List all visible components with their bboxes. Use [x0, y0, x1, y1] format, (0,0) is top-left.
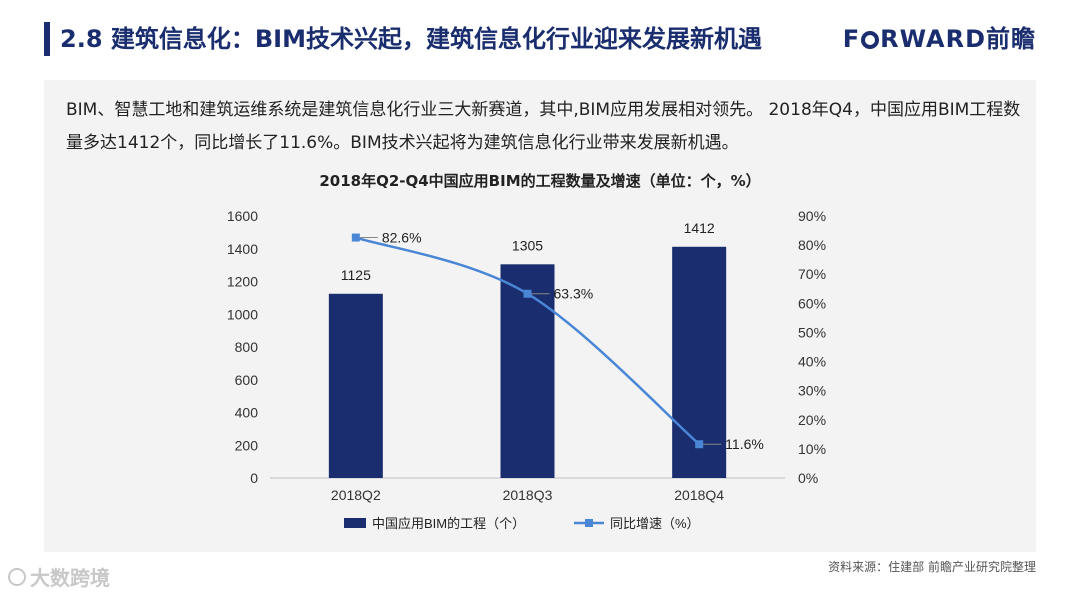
y-right-tick-label: 60% [798, 295, 826, 311]
y-right-tick-label: 20% [798, 412, 826, 428]
logo-text-start: F [842, 25, 861, 53]
bar-value-label: 1412 [684, 220, 715, 236]
legend-line-marker [585, 519, 593, 527]
chart-title: 2018年Q2-Q4中国应用BIM的工程数量及增速（单位：个，%） [319, 172, 761, 190]
bar-value-label: 1305 [512, 237, 543, 253]
y-right-tick-label: 40% [798, 354, 826, 370]
y-right-tick-label: 70% [798, 266, 826, 282]
legend-bar-swatch [344, 518, 366, 528]
watermark: 大数跨境 [8, 562, 110, 591]
y-right-tick-label: 30% [798, 383, 826, 399]
header: 2.8 建筑信息化：BIM技术兴起，建筑信息化行业迎来发展新机遇 F RWARD前… [0, 0, 1080, 78]
logo-text-end: RWARD前瞻 [880, 25, 1036, 53]
bar-value-label: 1125 [341, 267, 371, 283]
x-tick-label: 2018Q3 [503, 487, 553, 503]
bar [328, 293, 383, 478]
watermark-text: 大数跨境 [30, 566, 110, 590]
page-title: 2.8 建筑信息化：BIM技术兴起，建筑信息化行业迎来发展新机遇 [60, 25, 762, 53]
line-point [695, 440, 704, 449]
y-right-tick-label: 10% [798, 441, 826, 457]
y-left-tick-label: 1200 [227, 274, 258, 290]
line-value-label: 82.6% [382, 230, 422, 246]
y-left-tick-label: 600 [235, 372, 259, 388]
watermark-logo-icon [8, 568, 26, 586]
x-tick-label: 2018Q2 [331, 487, 381, 503]
y-right-tick-label: 80% [798, 237, 826, 253]
y-left-tick-label: 1400 [227, 241, 258, 257]
bar [672, 246, 727, 478]
y-left-tick-label: 800 [235, 339, 259, 355]
line-value-label: 11.6% [725, 436, 764, 452]
bar [500, 264, 555, 478]
y-left-tick-label: 1600 [227, 208, 258, 224]
y-left-tick-label: 400 [235, 405, 259, 421]
y-left-tick-label: 0 [250, 470, 258, 486]
line-point [351, 233, 360, 242]
legend-line-label: 同比增速（%） [610, 516, 700, 531]
x-tick-label: 2018Q4 [674, 487, 724, 503]
description-text: BIM、智慧工地和建筑运维系统是建筑信息化行业三大新赛道，其中,BIM应用发展相… [66, 100, 1021, 153]
y-left-tick-label: 200 [235, 437, 259, 453]
y-right-tick-label: 90% [798, 208, 826, 224]
brand-logo: F RWARD前瞻 [843, 22, 1036, 56]
logo-ring-icon [861, 31, 880, 49]
line-point [523, 289, 532, 298]
source-note: 资料来源：住建部 前瞻产业研究院整理 [828, 560, 1036, 574]
y-right-tick-label: 50% [798, 324, 826, 340]
y-left-tick-label: 1000 [227, 306, 258, 322]
title-accent-bar [44, 22, 50, 56]
legend-bar-label: 中国应用BIM的工程（个） [372, 516, 525, 531]
y-right-tick-label: 0% [798, 470, 818, 486]
line-value-label: 63.3% [554, 286, 594, 302]
